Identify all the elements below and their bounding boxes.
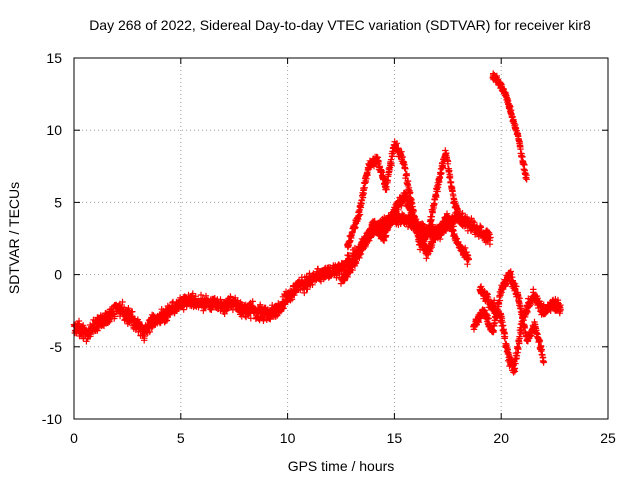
chart-title: Day 268 of 2022, Sidereal Day-to-day VTE… [89, 17, 591, 33]
series-band-main [70, 206, 494, 345]
y-axis-label: SDTVAR / TECUs [6, 182, 22, 294]
data-point [180, 306, 187, 313]
data-point [487, 234, 494, 241]
data-point [403, 170, 410, 177]
y-tick-label: 15 [46, 50, 62, 66]
data-point [368, 228, 375, 235]
series-late-segment [476, 283, 564, 376]
y-tick-label: 10 [46, 122, 62, 138]
y-tick-label: -5 [50, 339, 63, 355]
data-point [475, 319, 483, 326]
data-point [192, 293, 199, 300]
y-tick-label: 0 [54, 267, 62, 283]
data-point [356, 211, 364, 218]
data-point [536, 337, 543, 344]
series-late-spikes [470, 268, 547, 366]
data-point [148, 324, 155, 331]
data-point [404, 177, 412, 185]
data-point [388, 162, 395, 169]
data-point [519, 310, 527, 317]
data-point [512, 360, 519, 367]
data-point [439, 163, 447, 171]
data-point [521, 161, 528, 169]
data-point [426, 221, 433, 229]
data-point [361, 184, 368, 191]
data-point [462, 244, 469, 252]
data-point [119, 298, 126, 306]
data-point [371, 217, 378, 225]
data-point [197, 291, 205, 299]
data-point [349, 267, 356, 274]
data-point [344, 273, 351, 281]
data-point [407, 189, 414, 196]
data-point [491, 297, 498, 304]
data-point [249, 298, 256, 305]
data-points [70, 70, 564, 376]
data-point [486, 231, 493, 238]
data-point [516, 295, 523, 302]
axis-ticks: 0 5 10 15 20 25 -10 -5 0 5 10 15 [42, 50, 616, 446]
data-point [491, 319, 499, 326]
x-tick-label: 0 [70, 430, 78, 446]
data-point [494, 306, 501, 313]
data-point [516, 335, 523, 342]
data-point [513, 352, 521, 360]
data-point [459, 222, 466, 229]
data-point [404, 223, 412, 230]
x-tick-label: 20 [493, 430, 509, 446]
y-tick-label: 5 [54, 194, 62, 210]
data-point [221, 310, 228, 317]
data-point [465, 256, 472, 263]
data-point [540, 358, 547, 365]
data-point [446, 172, 454, 180]
x-axis-label: GPS time / hours [288, 458, 395, 474]
x-tick-label: 25 [600, 430, 616, 446]
x-tick-label: 5 [177, 430, 185, 446]
data-point [507, 268, 514, 275]
data-point [419, 220, 426, 227]
x-tick-label: 10 [280, 430, 296, 446]
data-point [515, 345, 522, 353]
data-point [383, 183, 390, 190]
data-point [402, 165, 409, 172]
data-point [485, 315, 492, 322]
x-tick-label: 15 [387, 430, 403, 446]
data-point [357, 250, 365, 258]
data-point [288, 296, 296, 303]
series-band-lower-wave [337, 189, 472, 287]
plot-frame [73, 57, 609, 420]
data-point [398, 148, 405, 155]
data-point [501, 333, 509, 340]
data-point [513, 283, 520, 290]
data-point [444, 158, 452, 165]
grid-lines [74, 58, 608, 419]
data-point [441, 220, 448, 227]
data-point [523, 176, 530, 183]
series-steep-segment [489, 70, 530, 183]
y-tick-label: -10 [42, 411, 62, 427]
data-point [301, 289, 308, 297]
data-point [443, 210, 451, 217]
data-point [557, 306, 564, 313]
data-point [438, 169, 445, 177]
data-point [272, 313, 279, 320]
data-point [464, 261, 471, 268]
data-point [433, 193, 440, 201]
